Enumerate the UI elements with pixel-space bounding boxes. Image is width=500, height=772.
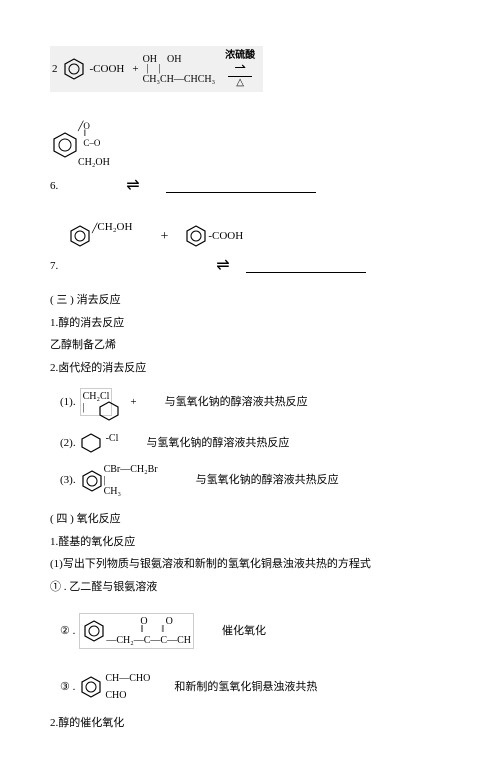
benzoic-acid: -COOH	[184, 224, 243, 248]
coef-2: 2	[52, 61, 58, 78]
answer-blank[interactable]	[166, 180, 316, 193]
q6-ch2oh: CH₂OH	[78, 157, 110, 168]
r2-num: ② .	[60, 623, 75, 640]
reaction-conditions: 浓硫酸 ⇀ △	[225, 50, 255, 88]
q6-number: 6.	[50, 178, 58, 195]
sec4-reaction-2: ② . O O ‖‖ —CH₂—C—C—CH 催化氧化	[60, 613, 450, 649]
cyclohexane-icon	[80, 432, 102, 454]
diol-chain: CH₃CH—CHCH₃	[143, 74, 216, 85]
sec3-reaction-2: (2). -Cl 与氢氧化钠的醇溶液共热反应	[60, 432, 450, 454]
sec3-s1a: 乙醇制备乙烯	[50, 337, 450, 354]
question-6: ╱ O‖C–O CH₂OH	[50, 122, 450, 168]
r3-top: CH—CHO	[105, 673, 150, 684]
sec4-s1a: (1)写出下列物质与银氨溶液和新制的氢氧化铜悬浊液共热的方程式	[50, 556, 450, 573]
cyclohexane-icon	[98, 400, 120, 422]
r3-text: 与氢氧化钠的醇溶液共热反应	[196, 472, 339, 489]
cooh-text: -COOH	[90, 61, 125, 78]
q6-structure: ╱ O‖C–O CH₂OH	[50, 122, 110, 168]
benzene-icon	[50, 130, 80, 160]
chain-text: —CH₂—C—C—CH	[106, 635, 191, 646]
sec3-s2: 2.卤代烃的消去反应	[50, 360, 450, 377]
question-7-structures: ╱ CH₂OH + -COOH	[50, 224, 450, 248]
sec3-reaction-3: (3). CBr—CH₂Br | CH₃ 与氢氧化钠的醇溶液共热反应	[60, 464, 450, 497]
r2-num: (2).	[60, 435, 76, 452]
plus-text: +	[130, 394, 136, 411]
equilibrium-arrow-icon: ⇌	[126, 174, 137, 198]
plus-text: +	[132, 61, 138, 78]
q7-ch2oh: CH₂OH	[97, 219, 132, 236]
r1-num: (1).	[60, 394, 76, 411]
answer-blank[interactable]	[246, 260, 366, 273]
q7-cooh: -COOH	[208, 228, 243, 245]
section-4-title: ( 四 ) 氧化反应	[50, 511, 450, 528]
benzyl-alcohol: ╱ CH₂OH	[68, 224, 132, 248]
r3-bot: CHO	[105, 690, 150, 701]
top-equation: 2 -COOH + OH OH || CH₃CH—CHCH₃ 浓硫酸 ⇀ △	[50, 46, 263, 92]
r3-num: ③ .	[60, 679, 75, 696]
benzene-icon	[82, 619, 106, 643]
r3-line1: CBr—CH₂Br	[104, 464, 158, 475]
benzene-icon	[79, 675, 103, 699]
plus-text: +	[160, 226, 168, 247]
q7-number: 7.	[50, 258, 58, 275]
benzene-icon	[80, 469, 104, 493]
dibromide-structure: CBr—CH₂Br | CH₃	[80, 464, 158, 497]
benzene-icon	[184, 224, 208, 248]
r2-text: 催化氧化	[222, 623, 266, 640]
benzene-icon	[68, 224, 92, 248]
cond-top: 浓硫酸	[225, 50, 255, 61]
phenyl-dialdehyde: CH—CHO CHO	[79, 673, 150, 701]
sec4-s2: 2.醇的催化氧化	[50, 715, 450, 732]
sec4-r1: ① . 乙二醛与银氨溶液	[50, 579, 450, 596]
phenyl-diketone: O O ‖‖ —CH₂—C—C—CH	[79, 613, 194, 649]
benzene-icon	[62, 57, 86, 81]
equilibrium-arrow-icon: ⇌	[216, 254, 227, 278]
diol-group: OH OH || CH₃CH—CHCH₃	[143, 54, 216, 85]
r2-text: 与氢氧化钠的醇溶液共热反应	[146, 435, 289, 452]
section-3-title: ( 三 ) 消去反应	[50, 292, 450, 309]
sec3-reaction-1: (1). CH₂Cl | + 与氢氧化钠的醇溶液共热反应	[60, 382, 450, 422]
question-6-line: 6. ⇌	[50, 174, 450, 198]
sec4-reaction-3: ③ . CH—CHO CHO 和新制的氢氧化铜悬浊液共热	[60, 673, 450, 701]
cl-text: -Cl	[106, 431, 119, 446]
cond-bot: △	[236, 77, 244, 88]
sec4-s1: 1.醛基的氧化反应	[50, 534, 450, 551]
question-7-line: 7. ⇌	[50, 254, 450, 278]
r3-line2: CH₃	[104, 486, 158, 497]
r3-text: 和新制的氢氧化铜悬浊液共热	[174, 679, 317, 696]
r3-num: (3).	[60, 472, 76, 489]
sec3-s1: 1.醇的消去反应	[50, 315, 450, 332]
r1-text: 与氢氧化钠的醇溶液共热反应	[165, 394, 308, 411]
